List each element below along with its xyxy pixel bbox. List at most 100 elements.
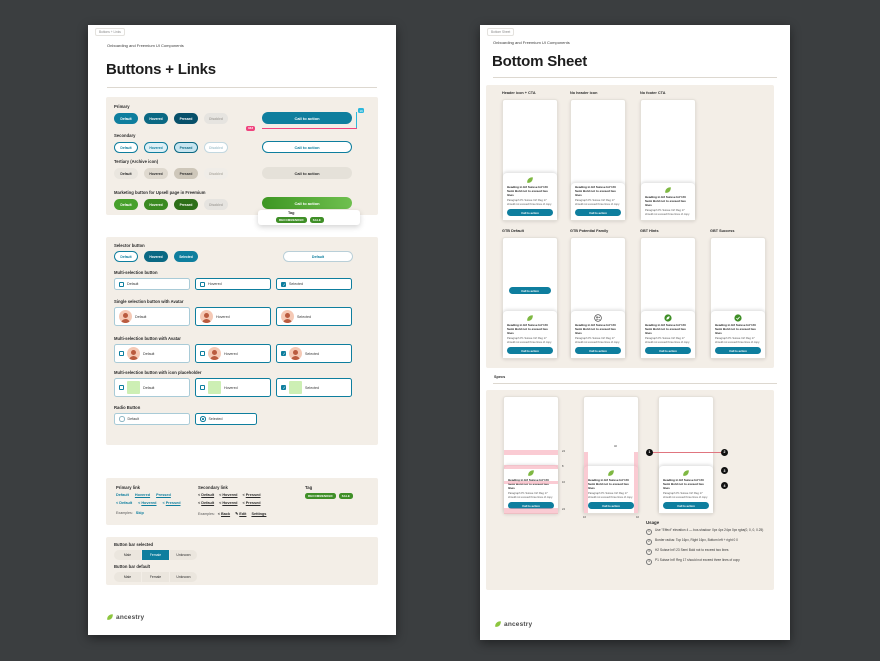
- multi-icon-hovered[interactable]: Hovered: [195, 378, 271, 397]
- primary-link-back-default[interactable]: Default: [119, 501, 133, 505]
- tag-chip-recommended[interactable]: Recommended: [276, 217, 307, 223]
- bottom-sheet-card-hints: Heading in H2 Suisse Int'l 23 Semi Bold …: [640, 237, 696, 359]
- sheet-heading: Heading in H2 Suisse Int'l 23 Semi Bold …: [575, 323, 616, 335]
- tertiary-button-pressed[interactable]: Pressed: [174, 168, 198, 179]
- secondary-link-hovered[interactable]: Hovered: [222, 493, 238, 497]
- tertiary-button-default[interactable]: Default: [114, 168, 138, 179]
- tag-group-label: Tag: [288, 211, 295, 215]
- sheet-cta-button[interactable]: Call to action: [645, 347, 691, 354]
- selector-wide-default[interactable]: Default: [283, 251, 353, 262]
- sheet-cta-button[interactable]: Call to action: [508, 502, 554, 509]
- skip-link[interactable]: Skip: [135, 511, 144, 515]
- bottom-sheet: Heading in H2 Suisse Int'l 23 Semi Bold …: [503, 311, 557, 358]
- secondary-link-default[interactable]: Default: [201, 493, 215, 497]
- primary-button-hovered[interactable]: Hovered: [144, 113, 168, 124]
- tag-chip-recommended[interactable]: Recommended: [305, 493, 336, 499]
- secondary-link-pressed-2[interactable]: Pressed: [245, 501, 261, 505]
- selector-button-hovered[interactable]: Hovered: [144, 251, 168, 262]
- checkbox-icon[interactable]: [119, 351, 124, 356]
- tag-chip-sale[interactable]: Sale: [309, 217, 324, 223]
- single-avatar-selected[interactable]: Selected: [276, 307, 352, 326]
- multi-avatar-default[interactable]: Default: [114, 344, 190, 363]
- image-cta-button[interactable]: Call to action: [509, 287, 551, 294]
- radio-selected[interactable]: Selected: [195, 413, 257, 425]
- marketing-cta-button[interactable]: Call to action: [262, 197, 352, 209]
- panel-bottom-sheet-variants: Header icon + CTA No header icon No foot…: [486, 85, 774, 368]
- marketing-button-default[interactable]: Default: [114, 199, 138, 210]
- edit-link[interactable]: Edit: [239, 511, 247, 516]
- primary-button-pressed[interactable]: Pressed: [174, 113, 198, 124]
- multi-avatar-selected[interactable]: Selected: [276, 344, 352, 363]
- secondary-cta-button[interactable]: Call to action: [262, 141, 352, 153]
- tertiary-cta-button[interactable]: Call to action: [262, 167, 352, 179]
- frame-label-buttons-links[interactable]: Buttons + Links: [95, 28, 125, 36]
- selector-button-selected[interactable]: Selected: [174, 251, 198, 262]
- sheet-cta-button[interactable]: Call to action: [507, 347, 553, 354]
- secondary-link-pressed[interactable]: Pressed: [245, 493, 261, 497]
- segment-female-selected[interactable]: Female: [142, 550, 169, 560]
- selector-button-default[interactable]: Default: [114, 251, 138, 262]
- usage-notes: Usage 1 Use "Effect" elevation 4 — box-s…: [646, 520, 770, 569]
- checkbox-checked-icon[interactable]: [281, 281, 286, 287]
- radio-selected-icon[interactable]: [200, 416, 206, 422]
- multi-select-default[interactable]: Default: [114, 278, 190, 290]
- segment-male[interactable]: Male: [114, 550, 141, 560]
- multi-select-selected[interactable]: Selected: [276, 278, 352, 290]
- secondary-button-hovered[interactable]: Hovered: [144, 142, 168, 153]
- checkbox-checked-icon[interactable]: [281, 385, 286, 390]
- redline-band-vertical: [634, 452, 638, 513]
- single-avatar-hovered[interactable]: Hovered: [195, 307, 271, 326]
- back-link[interactable]: Back: [221, 511, 231, 516]
- multi-icon-default[interactable]: Default: [114, 378, 190, 397]
- secondary-link-hovered-2[interactable]: Hovered: [222, 501, 238, 505]
- sheet-cta-button[interactable]: Call to action: [663, 502, 709, 509]
- primary-link-hovered[interactable]: Hovered: [134, 493, 151, 497]
- sheet-cta-button[interactable]: Call to action: [715, 347, 761, 354]
- column-label: GBT Success: [710, 229, 735, 233]
- primary-button-default[interactable]: Default: [114, 113, 138, 124]
- sheet-paragraph: Paragraph P1 Suisse Int'l Reg 17 should …: [575, 337, 620, 344]
- secondary-button-default[interactable]: Default: [114, 142, 138, 153]
- marketing-button-pressed[interactable]: Pressed: [174, 199, 198, 210]
- single-avatar-label: Hovered: [216, 314, 230, 319]
- checkbox-icon[interactable]: [200, 351, 205, 356]
- primary-cta-button[interactable]: Call to action: [262, 112, 352, 124]
- frame-label-bottom-sheet[interactable]: Bottom Sheet: [487, 28, 515, 36]
- secondary-link-default-2[interactable]: Default: [201, 501, 215, 505]
- sheet-cta-button[interactable]: Call to action: [507, 209, 553, 216]
- primary-link-back-hovered[interactable]: Hovered: [141, 501, 157, 505]
- sheet-cta-button[interactable]: Call to action: [588, 502, 634, 509]
- primary-link-default[interactable]: Default: [116, 493, 129, 497]
- primary-link-back-pressed[interactable]: Pressed: [165, 501, 181, 505]
- leaf-icon: [527, 177, 533, 184]
- bottom-sheet: Heading in H2 Suisse Int'l 23 Semi Bold …: [504, 466, 558, 513]
- multi-avatar-hovered[interactable]: Hovered: [195, 344, 271, 363]
- segment-unknown[interactable]: Unknown: [170, 572, 197, 582]
- callout-badge-2: 2: [721, 448, 728, 456]
- segment-female[interactable]: Female: [142, 572, 169, 582]
- checkbox-icon[interactable]: [119, 385, 124, 390]
- checkbox-icon[interactable]: [119, 281, 124, 287]
- multi-select-hovered[interactable]: Hovered: [195, 278, 271, 290]
- checkbox-checked-icon[interactable]: [281, 351, 286, 356]
- primary-link-pressed[interactable]: Pressed: [156, 493, 171, 497]
- checkbox-icon[interactable]: [200, 385, 205, 390]
- sheet-paragraph: Paragraph P1 Suisse Int'l Reg 17 should …: [645, 209, 690, 216]
- segment-unknown[interactable]: Unknown: [170, 550, 197, 560]
- segment-male[interactable]: Male: [114, 572, 141, 582]
- marketing-button-hovered[interactable]: Hovered: [144, 199, 168, 210]
- radio-icon[interactable]: [119, 416, 125, 422]
- tertiary-button-hovered[interactable]: Hovered: [144, 168, 168, 179]
- secondary-button-pressed[interactable]: Pressed: [174, 142, 198, 153]
- single-avatar-default[interactable]: Default: [114, 307, 190, 326]
- multi-icon-label: Default: [143, 385, 155, 390]
- chevron-left-icon: <: [198, 493, 201, 497]
- settings-link[interactable]: Settings: [251, 511, 267, 516]
- sheet-cta-button[interactable]: Call to action: [575, 347, 621, 354]
- leaf-logo-icon: [107, 614, 113, 620]
- tag-chip-sale[interactable]: Sale: [338, 493, 353, 499]
- checkbox-icon[interactable]: [200, 281, 205, 287]
- sheet-cta-button[interactable]: Call to action: [575, 209, 621, 216]
- radio-default[interactable]: Default: [114, 413, 190, 425]
- multi-icon-selected[interactable]: Selected: [276, 378, 352, 397]
